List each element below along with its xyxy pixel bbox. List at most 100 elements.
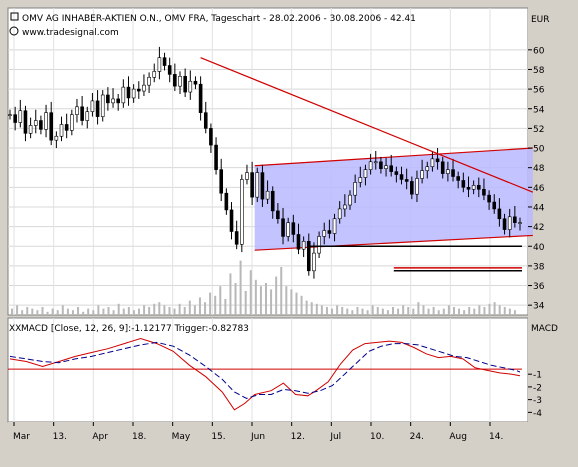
volume-bar: [275, 276, 278, 315]
volume-bar: [320, 305, 323, 315]
volume-bar: [402, 305, 405, 315]
candle-body: [440, 161, 445, 174]
source-label: www.tradesignal.com: [22, 28, 119, 38]
volume-bar: [254, 279, 257, 315]
volume-bar: [346, 308, 349, 315]
candle-body: [394, 171, 399, 175]
volume-bar: [488, 303, 491, 315]
candle-body: [203, 112, 208, 129]
volume-bar: [77, 307, 80, 315]
volume-bar: [71, 310, 74, 315]
y-tick-label: 56: [533, 86, 545, 96]
volume-bar: [178, 303, 181, 315]
x-tick-label: Jul: [329, 432, 341, 442]
candle-body: [167, 65, 172, 75]
candle-body: [348, 194, 352, 206]
volume-bar: [117, 303, 120, 315]
candle-body: [116, 98, 120, 104]
volume-bar: [41, 307, 44, 315]
candle-body: [234, 231, 239, 245]
volume-bar: [371, 305, 374, 315]
candle-body: [296, 234, 301, 250]
x-tick-label: 24.: [410, 432, 424, 442]
candle-body: [224, 192, 229, 211]
candle-body: [152, 71, 157, 78]
price-y-axis: 34 36 38 40 42 44 46 48 50 52 54 56 58 60: [528, 46, 545, 312]
candle-body: [291, 222, 296, 235]
channel-upper-line: [254, 147, 533, 167]
title-marker-icon: [10, 12, 19, 21]
candle-body: [33, 120, 38, 126]
macd-y-tick-label: -2: [533, 383, 542, 393]
volume-bar: [234, 283, 237, 315]
candle-body: [451, 169, 455, 177]
candle-body: [322, 230, 327, 237]
volume-bar: [11, 308, 13, 315]
volume-bar: [66, 308, 69, 315]
candle-body: [363, 169, 368, 178]
volume-bar: [503, 307, 506, 315]
candle-body: [28, 125, 33, 134]
volume-bar: [351, 310, 354, 315]
candle-body: [64, 124, 69, 131]
candle-body: [198, 83, 203, 113]
candle-body: [317, 236, 321, 254]
volume-bar: [127, 307, 130, 315]
candle-body: [80, 106, 84, 121]
candle-body: [461, 180, 466, 188]
volume-bar: [437, 310, 440, 315]
volume-bar: [356, 307, 359, 315]
candle-body: [85, 111, 90, 121]
volume-bar: [92, 310, 95, 315]
volume-bar: [290, 289, 293, 315]
candle-body: [513, 216, 517, 223]
price-channel: [254, 147, 533, 251]
candle-body: [13, 114, 17, 123]
macd-y-axis: -4 -3 -2 -1: [528, 371, 542, 419]
volume-bar: [148, 307, 151, 315]
candle-body: [358, 177, 363, 183]
candle-body: [126, 86, 131, 99]
candle-body: [59, 124, 64, 137]
trigger-line: [9, 341, 521, 399]
volume-bar: [36, 310, 39, 315]
candle-body: [147, 77, 151, 86]
volume-bar: [305, 300, 308, 315]
volume-bar: [16, 305, 19, 315]
volume-bar: [478, 305, 481, 315]
volume-bar: [168, 307, 171, 315]
candle-body: [188, 80, 193, 93]
x-tick-label: 18.: [132, 432, 146, 442]
candle-body: [327, 230, 332, 234]
candle-body: [446, 169, 450, 174]
candle-body: [209, 128, 213, 146]
volume-bar: [163, 305, 166, 315]
volume-bar: [361, 308, 364, 315]
volume-bar: [498, 305, 501, 315]
volume-bar: [331, 308, 334, 315]
candle-body: [219, 169, 224, 194]
volume-bar: [51, 308, 54, 315]
candle-body: [415, 178, 419, 195]
volume-bar: [280, 267, 283, 315]
volume-bar: [158, 302, 161, 315]
candle-body: [49, 112, 54, 141]
candle-body: [337, 208, 342, 220]
volume-bar: [468, 307, 471, 315]
volume-bar: [26, 307, 29, 315]
candle-body: [373, 161, 378, 164]
x-tick-label: 12.: [291, 432, 305, 442]
x-tick-label: Aug: [449, 432, 467, 442]
candle-body: [492, 201, 497, 210]
volume-bar: [300, 295, 303, 315]
volume-bar: [463, 310, 466, 315]
candle-body: [142, 84, 146, 92]
y-tick-label: 54: [533, 105, 545, 115]
volume-bar: [508, 308, 511, 315]
candle-body: [482, 188, 486, 196]
x-tick-label: Jun: [250, 432, 265, 442]
x-tick-label: 10.: [370, 432, 384, 442]
volume-bar: [173, 308, 176, 315]
volume-bar: [417, 302, 420, 315]
